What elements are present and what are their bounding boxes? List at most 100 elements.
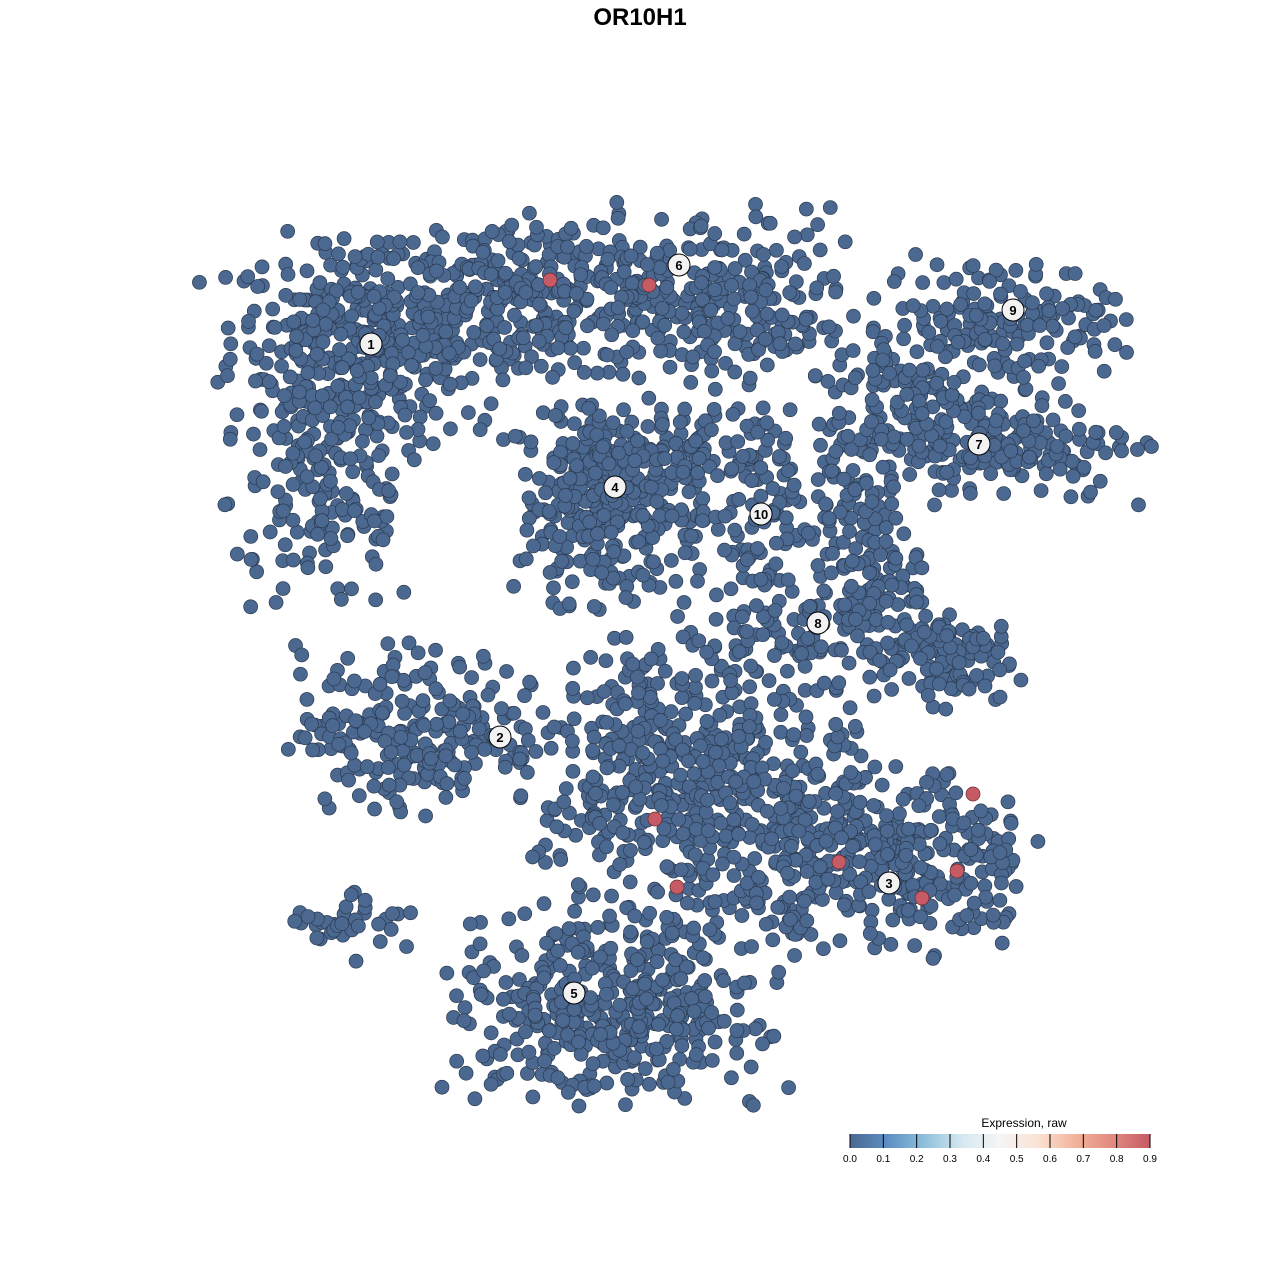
cell-point <box>576 365 592 380</box>
cell-point <box>1039 286 1054 302</box>
cell-point <box>748 196 763 212</box>
cell-point <box>674 305 690 321</box>
cell-point <box>778 510 794 526</box>
svg-text:2: 2 <box>496 730 503 745</box>
cell-point <box>601 456 617 472</box>
cell-point <box>1096 363 1112 379</box>
cell-point <box>594 565 610 581</box>
cell-point <box>561 1085 576 1100</box>
cell-point <box>361 410 377 426</box>
cell-point <box>434 1079 450 1095</box>
cell-point <box>569 286 584 301</box>
cell-point <box>883 936 899 952</box>
cell-point <box>372 676 388 692</box>
cell-point <box>909 594 924 610</box>
cell-point <box>324 431 339 447</box>
cell-point <box>798 311 814 327</box>
cell-point <box>726 868 742 883</box>
cell-point <box>536 896 552 911</box>
cell-point <box>657 663 673 679</box>
cell-point <box>653 713 668 728</box>
cell-point <box>836 471 852 487</box>
cell-point <box>438 748 454 764</box>
cell-point <box>847 719 863 734</box>
cell-point <box>982 274 997 289</box>
cell-point <box>586 729 602 745</box>
cell-point <box>299 469 315 485</box>
cell-point <box>1071 403 1087 419</box>
cell-point <box>512 751 528 767</box>
cell-point <box>300 560 316 576</box>
cell-point <box>862 447 878 463</box>
legend-tick-label: 0.5 <box>1010 1154 1024 1165</box>
cell-point <box>1008 879 1024 894</box>
cell-point <box>747 851 763 866</box>
cell-point <box>748 1021 763 1037</box>
cell-point <box>455 706 471 722</box>
cell-point <box>380 760 396 775</box>
cluster-label-9: 9 <box>1001 298 1025 322</box>
cell-point <box>844 578 859 594</box>
cell-point <box>713 815 729 831</box>
cell-point <box>1057 394 1073 409</box>
cell-point <box>820 374 836 389</box>
cell-point <box>1039 335 1055 351</box>
cell-point <box>323 473 338 489</box>
cell-point <box>1108 291 1123 307</box>
cell-point <box>988 413 1004 429</box>
cell-point <box>788 336 803 352</box>
cell-point <box>528 259 544 274</box>
cell-point <box>880 614 896 630</box>
cell-point <box>631 685 646 701</box>
cell-point <box>603 280 619 295</box>
cell-point <box>700 792 715 808</box>
cell-point <box>565 733 580 749</box>
cell-point <box>545 370 560 385</box>
cell-point <box>623 248 639 264</box>
svg-text:4: 4 <box>611 480 619 495</box>
cell-point <box>472 352 488 367</box>
cell-point <box>939 464 955 480</box>
cell-point <box>963 875 979 891</box>
cell-point <box>618 630 634 645</box>
cell-point <box>901 821 916 837</box>
cell-point <box>261 338 277 354</box>
cell-point <box>972 357 987 373</box>
cell-point <box>932 438 948 454</box>
cell-point <box>567 416 582 432</box>
cell-point <box>730 434 746 449</box>
cell-point <box>725 406 741 422</box>
cell-point <box>836 897 852 913</box>
cell-point <box>428 642 443 658</box>
cell-point <box>246 426 261 442</box>
cell-point <box>467 279 483 295</box>
cell-point <box>261 374 277 389</box>
cell-point <box>830 804 845 819</box>
cell-point <box>371 916 386 932</box>
legend-tick-label: 0.4 <box>976 1154 990 1165</box>
cell-point <box>351 788 367 804</box>
cell-point <box>755 627 771 643</box>
cell-point <box>915 362 931 378</box>
cluster-label-2: 2 <box>488 725 512 749</box>
cell-point <box>588 465 603 481</box>
cell-point <box>612 857 628 872</box>
cell-point <box>483 396 499 412</box>
cell-point <box>542 565 558 580</box>
cell-point <box>707 226 723 241</box>
cell-point <box>693 218 709 234</box>
cell-point <box>913 860 929 875</box>
cell-point <box>950 334 966 350</box>
cell-point <box>262 524 278 540</box>
cell-point <box>464 744 479 760</box>
cell-point <box>589 365 605 381</box>
cell-point <box>822 200 838 215</box>
cell-point <box>767 603 783 618</box>
cell-point <box>828 717 844 732</box>
cell-point <box>579 239 594 254</box>
cell-point <box>312 491 328 506</box>
cell-point <box>929 257 945 273</box>
cell-point <box>676 595 692 610</box>
cell-point <box>677 545 693 561</box>
cell-point <box>525 849 540 865</box>
